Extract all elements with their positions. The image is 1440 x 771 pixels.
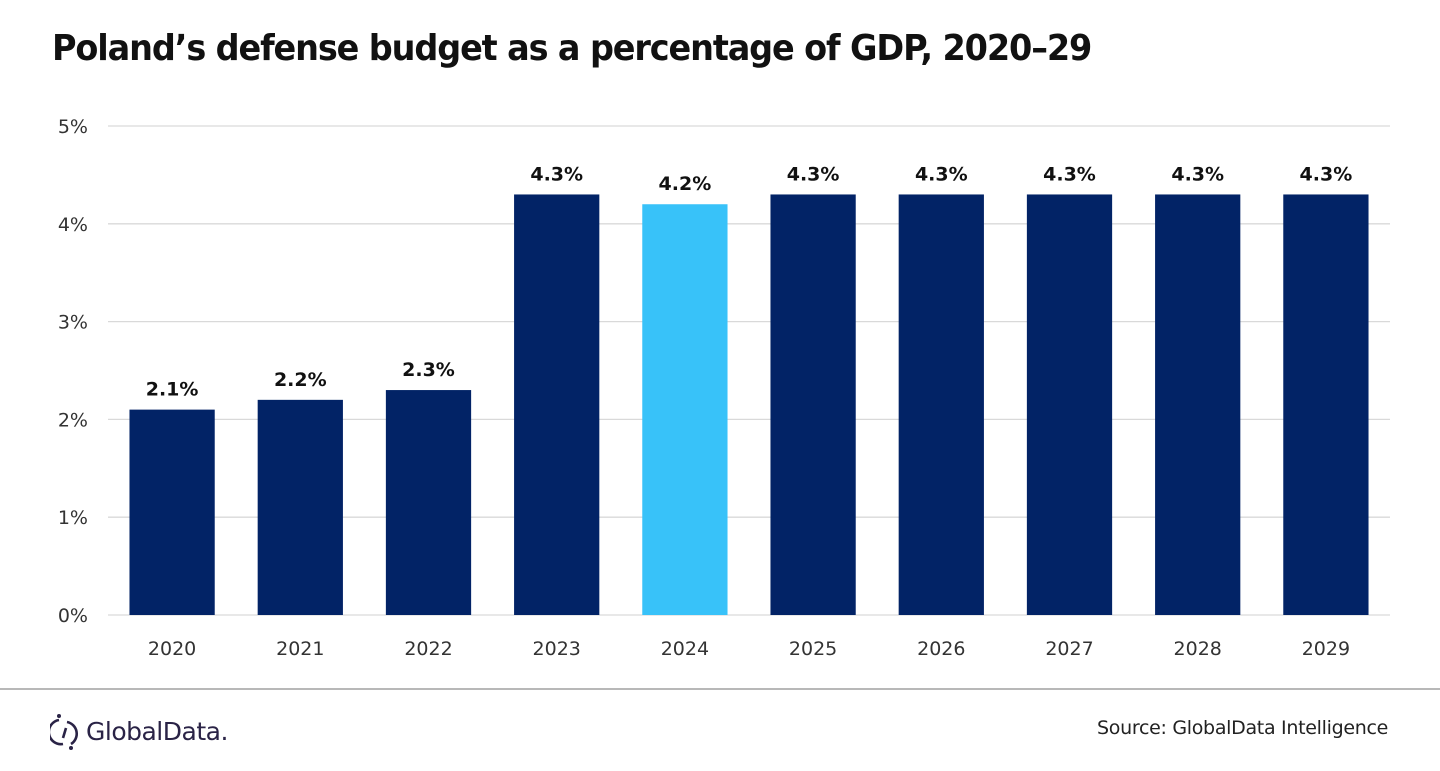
y-axis-ticks: 0% 1% 2% 3% 4% 5% [58, 116, 88, 627]
x-tick-label: 2026 [917, 638, 965, 660]
y-tick-label: 1% [58, 507, 88, 529]
data-label-2028: 4.3% [1171, 163, 1224, 185]
globaldata-logo-icon [50, 714, 78, 750]
data-label-2022: 2.3% [402, 359, 455, 381]
y-tick-label: 5% [58, 116, 88, 138]
x-tick-label: 2024 [661, 638, 709, 660]
data-label-2026: 4.3% [915, 163, 968, 185]
x-axis-ticks: 2020 2021 2022 2023 2024 2025 2026 2027 2028 2029 [148, 638, 1350, 660]
y-tick-label: 3% [58, 312, 88, 334]
bar-2024 [642, 204, 728, 616]
bar-2028 [1155, 194, 1241, 615]
x-tick-label: 2022 [404, 638, 452, 660]
bar-2029 [1283, 194, 1369, 615]
x-tick-label: 2020 [148, 638, 196, 660]
data-label-2023: 4.3% [530, 163, 583, 185]
x-tick-label: 2025 [789, 638, 837, 660]
x-tick-label: 2027 [1045, 638, 1093, 660]
x-tick-label: 2028 [1174, 638, 1222, 660]
data-label-2024: 4.2% [659, 173, 712, 195]
x-tick-label: 2029 [1302, 638, 1350, 660]
footer-divider [0, 688, 1440, 690]
bar-2021 [257, 399, 343, 615]
data-label-2027: 4.3% [1043, 163, 1096, 185]
y-tick-label: 0% [58, 605, 88, 627]
bar-2027 [1026, 194, 1113, 615]
data-labels: 2.1% 2.2% 2.3% 4.3% 4.2% 4.3% 4.3% 4.3% 4.3% 4.3% [146, 163, 1353, 400]
globaldata-logo: GlobalData. [50, 711, 228, 751]
bar-chart: 0% 1% 2% 3% 4% 5% 2.1% 2.2% 2.3% 4.3% 4.2% 4.3% 4.3… [58, 116, 1390, 660]
source-note: Source: GlobalData Intelligence [1097, 717, 1388, 739]
bars [129, 194, 1369, 616]
bar-2022 [385, 390, 472, 615]
x-tick-label: 2023 [533, 638, 581, 660]
logo-text: GlobalData. [86, 716, 228, 746]
y-tick-label: 2% [58, 409, 88, 431]
x-tick-label: 2021 [276, 638, 324, 660]
bar-2023 [514, 194, 600, 615]
data-label-2029: 4.3% [1300, 163, 1353, 185]
bar-2026 [898, 194, 984, 615]
data-label-2025: 4.3% [787, 163, 840, 185]
y-tick-label: 4% [58, 214, 88, 236]
bar-2025 [770, 194, 856, 615]
data-label-2020: 2.1% [146, 379, 199, 401]
chart-title: Poland’s defense budget as a percentage … [52, 28, 1092, 69]
bar-2020 [129, 409, 215, 615]
data-label-2021: 2.2% [274, 369, 327, 391]
